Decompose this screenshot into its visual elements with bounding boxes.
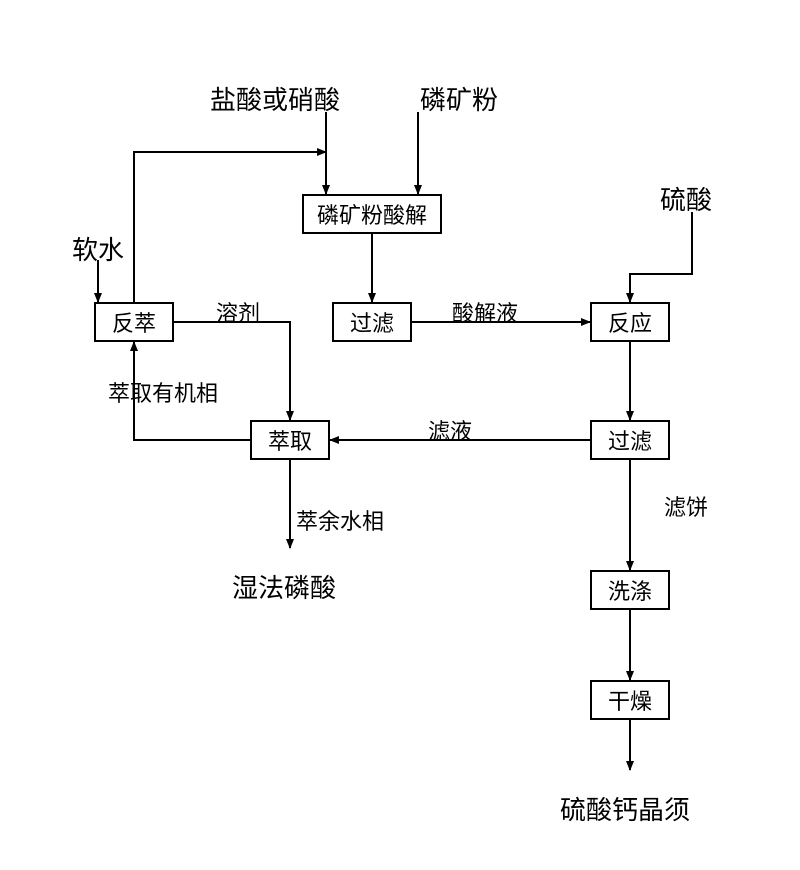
- arrow-a_back_hcl: [134, 152, 326, 302]
- label-lbl_raffinate: 萃余水相: [296, 504, 384, 536]
- label-lbl_whisker: 硫酸钙晶须: [560, 790, 690, 827]
- label-lbl_solvent: 溶剂: [216, 296, 260, 328]
- node-filter1: 过滤: [332, 302, 412, 342]
- label-lbl_rock: 磷矿粉: [420, 80, 498, 117]
- node-extract: 萃取: [250, 420, 330, 460]
- node-dry: 干燥: [590, 680, 670, 720]
- node-filter2: 过滤: [590, 420, 670, 460]
- node-acidolysis: 磷矿粉酸解: [302, 194, 442, 234]
- label-lbl_hcl: 盐酸或硝酸: [210, 80, 340, 117]
- flowchart-canvas: 磷矿粉酸解过滤 反应 反萃萃取 过滤洗涤干燥 盐酸或硝酸 磷矿粉硫酸软水湿法磷酸硫酸钙晶须…: [0, 0, 800, 870]
- arrow-a_h2so4: [630, 212, 692, 302]
- node-label: 磷矿粉酸解: [317, 198, 427, 230]
- node-label: 过滤: [608, 424, 652, 456]
- label-lbl_wetacid: 湿法磷酸: [232, 568, 336, 605]
- node-label: 反萃: [112, 306, 156, 338]
- label-lbl_soft: 软水: [72, 230, 124, 267]
- node-label: 干燥: [608, 684, 652, 716]
- label-lbl_orgphase: 萃取有机相: [108, 376, 218, 408]
- node-label: 萃取: [268, 424, 312, 456]
- node-wash: 洗涤: [590, 570, 670, 610]
- node-label: 洗涤: [608, 574, 652, 606]
- node-label: 过滤: [350, 306, 394, 338]
- arrows-layer: [0, 0, 800, 870]
- label-lbl_h2so4: 硫酸: [660, 180, 712, 217]
- label-lbl_cake: 滤饼: [664, 490, 708, 522]
- label-lbl_acidsol: 酸解液: [452, 296, 518, 328]
- node-back_ext: 反萃: [94, 302, 174, 342]
- node-label: 反应: [608, 306, 652, 338]
- node-reaction: 反应: [590, 302, 670, 342]
- label-lbl_filtrate: 滤液: [428, 414, 472, 446]
